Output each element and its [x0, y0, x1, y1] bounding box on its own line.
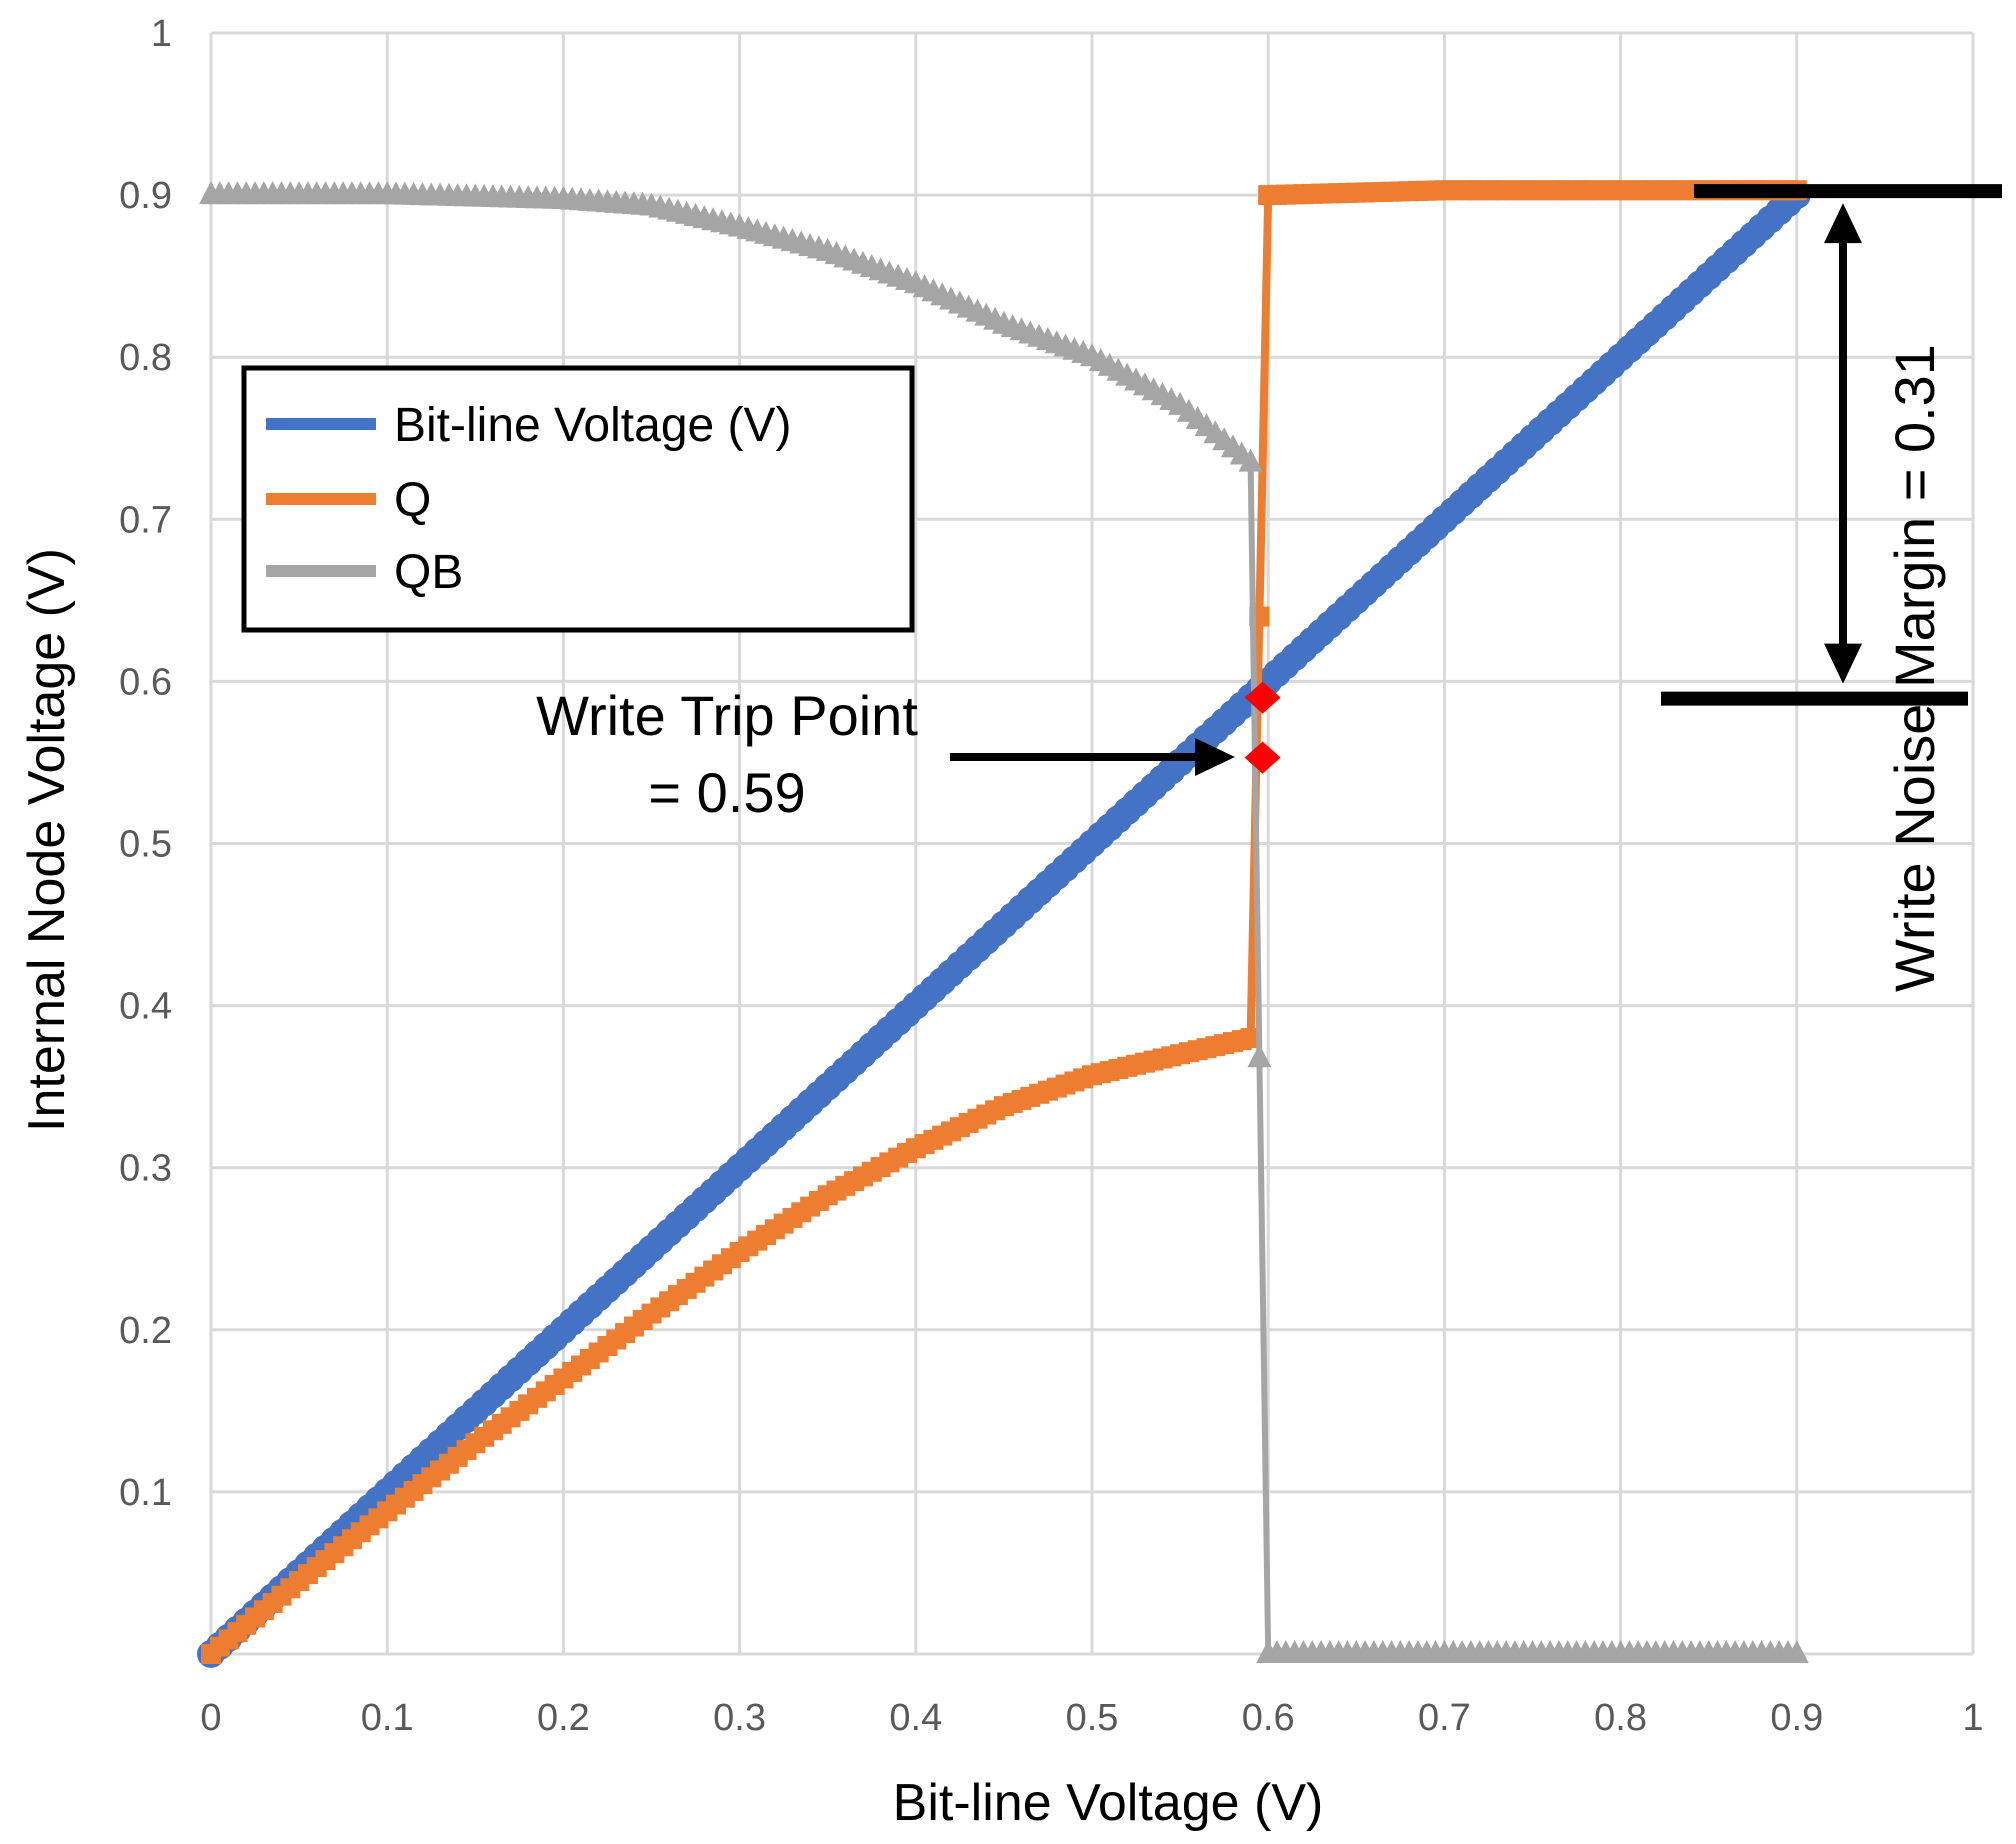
series-qb	[199, 181, 1809, 1663]
write-trip-point-value: = 0.59	[648, 761, 805, 824]
x-tick-label: 0.8	[1594, 1697, 1647, 1739]
x-tick-label: 0.3	[713, 1697, 766, 1739]
write-noise-margin-label: Write Noise Margin = 0.31	[1883, 344, 1946, 992]
legend-label-qb: QB	[394, 546, 463, 599]
margin-arrowhead-top	[1824, 203, 1862, 244]
x-tick-label: 0.9	[1770, 1697, 1823, 1739]
x-tick-label: 1	[1962, 1697, 1983, 1739]
x-tick-label: 0.6	[1242, 1697, 1295, 1739]
y-tick-label: 0.6	[119, 661, 172, 703]
margin-arrowhead-bottom	[1824, 643, 1862, 684]
series-qb-marker	[1238, 448, 1263, 472]
x-tick-label: 0	[200, 1697, 221, 1739]
x-tick-label: 0.7	[1418, 1697, 1471, 1739]
write-noise-margin-annotation: Write Noise Margin = 0.31	[1661, 184, 2002, 992]
write-trip-point-arrowhead	[1195, 738, 1235, 776]
y-tick-label: 0.3	[119, 1148, 172, 1190]
x-tick-label: 0.5	[1066, 1697, 1119, 1739]
y-tick-label: 0.4	[119, 986, 172, 1028]
series-qb-marker	[1247, 1044, 1272, 1068]
x-axis-title: Bit-line Voltage (V)	[893, 1774, 1324, 1832]
trip-marker	[1244, 741, 1281, 774]
legend: Bit-line Voltage (V) Q QB	[241, 365, 915, 633]
series-qb-marker	[1784, 1640, 1809, 1663]
series-layer	[197, 180, 1811, 1668]
x-axis-ticks: 0 0.1 0.2 0.3 0.4 0.5 0.6 0.7 0.8 0.9 1	[200, 1697, 1983, 1739]
y-tick-label: 0.8	[119, 337, 172, 379]
legend-label-bitline: Bit-line Voltage (V)	[394, 399, 792, 452]
y-axis-ticks: 0.1 0.2 0.3 0.4 0.5 0.6 0.7 0.8 0.9 1	[119, 13, 172, 1514]
write-trip-point-annotation: Write Trip Point = 0.59	[536, 684, 1235, 824]
x-tick-label: 0.4	[889, 1697, 942, 1739]
trip-marker	[1244, 681, 1281, 714]
y-tick-label: 0.7	[119, 499, 172, 541]
y-axis-title: Internal Node Voltage (V)	[18, 548, 76, 1132]
series-q-marker	[1240, 1028, 1261, 1049]
y-tick-label: 0.1	[119, 1472, 172, 1514]
y-tick-label: 0.2	[119, 1310, 172, 1352]
legend-label-q: Q	[394, 474, 431, 527]
write-trip-point-label: Write Trip Point	[536, 684, 918, 747]
y-tick-label: 0.5	[119, 824, 172, 866]
series-bitline	[197, 181, 1811, 1668]
x-tick-label: 0.2	[537, 1697, 590, 1739]
trip-markers	[1244, 681, 1281, 774]
y-tick-label: 0.9	[119, 175, 172, 217]
y-tick-label: 1	[151, 13, 172, 55]
x-tick-label: 0.1	[361, 1697, 414, 1739]
